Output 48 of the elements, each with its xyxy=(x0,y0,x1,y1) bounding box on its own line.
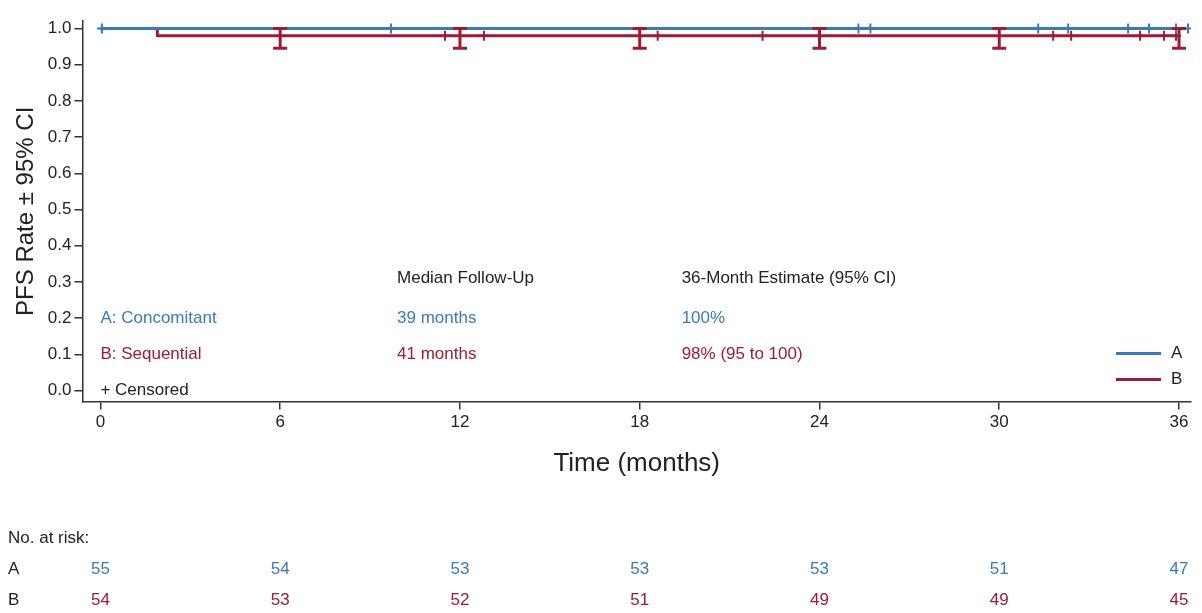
annotation: 100% xyxy=(681,307,726,327)
x-tick-label: 36 xyxy=(1169,412,1189,432)
annotation: A: Concomitant xyxy=(100,307,217,327)
text: 54 xyxy=(270,558,290,578)
text: 52 xyxy=(450,589,470,609)
y-tick-label: 0.4 xyxy=(47,235,72,255)
x-tick-label: 24 xyxy=(810,412,829,432)
legend-label: A xyxy=(1171,343,1183,363)
y-tick-label: 0.7 xyxy=(47,126,72,146)
annotation: Median Follow-Up xyxy=(397,267,535,287)
x-tick-label: 18 xyxy=(630,412,650,432)
x-tick-label: 6 xyxy=(275,412,285,432)
annotation: 98% (95 to 100) xyxy=(681,344,803,364)
y-tick-label: 0.8 xyxy=(47,90,72,110)
annotation: B: Sequential xyxy=(100,344,202,364)
text: 47 xyxy=(1169,558,1189,578)
y-tick-label: 1.0 xyxy=(47,18,72,38)
text: 45 xyxy=(1169,589,1189,609)
text: 53 xyxy=(450,558,470,578)
text: 55 xyxy=(90,558,110,578)
text: 53 xyxy=(630,558,650,578)
text: 54 xyxy=(90,589,110,609)
y-tick-label: 0.6 xyxy=(47,162,72,182)
annotation: 36-Month Estimate (95% CI) xyxy=(681,267,897,287)
x-axis-title: Time (months) xyxy=(553,446,721,477)
y-tick-label: 0.0 xyxy=(47,380,72,400)
text: 53 xyxy=(810,558,829,578)
legend-label: B xyxy=(1171,369,1183,389)
y-tick-label: 0.5 xyxy=(47,199,72,219)
annotation: 41 months xyxy=(397,344,477,364)
text: 49 xyxy=(810,589,829,609)
y-axis-title: PFS Rate ± 95% CI xyxy=(11,106,39,316)
x-tick-label: 30 xyxy=(989,412,1009,432)
text: 49 xyxy=(989,589,1009,609)
text: No. at risk: xyxy=(8,527,90,547)
annotation: 39 months xyxy=(397,307,477,327)
annotation: + Censored xyxy=(100,380,189,400)
y-tick-label: 0.1 xyxy=(47,344,72,364)
text: B xyxy=(8,589,20,609)
x-tick-label: 0 xyxy=(95,412,106,432)
y-tick-label: 0.9 xyxy=(47,54,72,74)
text: 53 xyxy=(270,589,290,609)
text: 51 xyxy=(630,589,650,609)
text: 51 xyxy=(989,558,1009,578)
text: A xyxy=(8,558,20,578)
x-tick-label: 12 xyxy=(450,412,470,432)
y-tick-label: 0.2 xyxy=(47,307,72,327)
y-tick-label: 0.3 xyxy=(47,271,72,291)
